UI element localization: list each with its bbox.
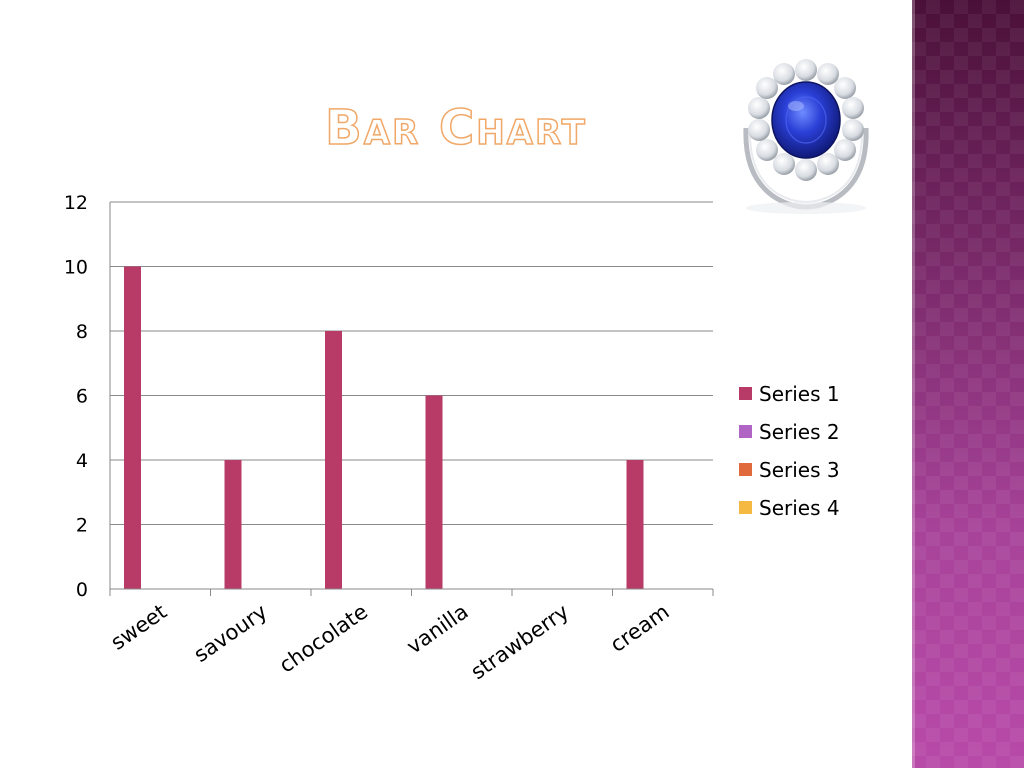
legend-label: Series 3 bbox=[759, 458, 840, 482]
sapphire-ring-image bbox=[743, 59, 869, 214]
legend-swatch bbox=[739, 501, 752, 514]
y-tick-label: 12 bbox=[64, 192, 88, 214]
x-tick-label: savoury bbox=[189, 599, 271, 667]
x-tick-label: sweet bbox=[106, 599, 171, 654]
y-axis-tick-labels: 0 2 4 6 8 10 12 bbox=[64, 192, 88, 601]
y-tick-label: 2 bbox=[76, 515, 88, 537]
legend-swatch bbox=[739, 425, 752, 438]
bar bbox=[425, 395, 443, 589]
legend-label: Series 1 bbox=[759, 382, 840, 406]
bar bbox=[124, 266, 141, 589]
decorative-side-band bbox=[912, 0, 1024, 768]
x-axis bbox=[109, 202, 714, 596]
y-tick-label: 10 bbox=[64, 257, 88, 279]
x-tick-label: vanilla bbox=[402, 599, 472, 658]
y-tick-label: 8 bbox=[76, 321, 88, 343]
bars bbox=[124, 266, 644, 589]
legend-label: Series 2 bbox=[759, 420, 840, 444]
legend-label: Series 4 bbox=[759, 496, 840, 520]
gridlines bbox=[110, 201, 713, 525]
x-tick-label: cream bbox=[606, 599, 674, 656]
side-band-edge bbox=[912, 0, 915, 768]
y-tick-label: 6 bbox=[76, 386, 88, 408]
bar bbox=[626, 460, 644, 589]
legend-swatch bbox=[739, 387, 752, 400]
bar bbox=[325, 331, 342, 589]
legend: Series 1 Series 2 Series 3 Series 4 bbox=[739, 382, 840, 520]
slide-title: Bar Chart bbox=[324, 99, 587, 157]
x-tick-label: strawberry bbox=[466, 599, 573, 684]
y-tick-label: 0 bbox=[76, 579, 88, 601]
x-tick-label: chocolate bbox=[275, 599, 372, 677]
y-tick-label: 4 bbox=[76, 450, 88, 472]
bar-chart: 0 2 4 6 8 10 12 sweet savoury chocolate vanillast… bbox=[64, 192, 840, 684]
bar bbox=[224, 460, 242, 589]
legend-swatch bbox=[739, 463, 752, 476]
